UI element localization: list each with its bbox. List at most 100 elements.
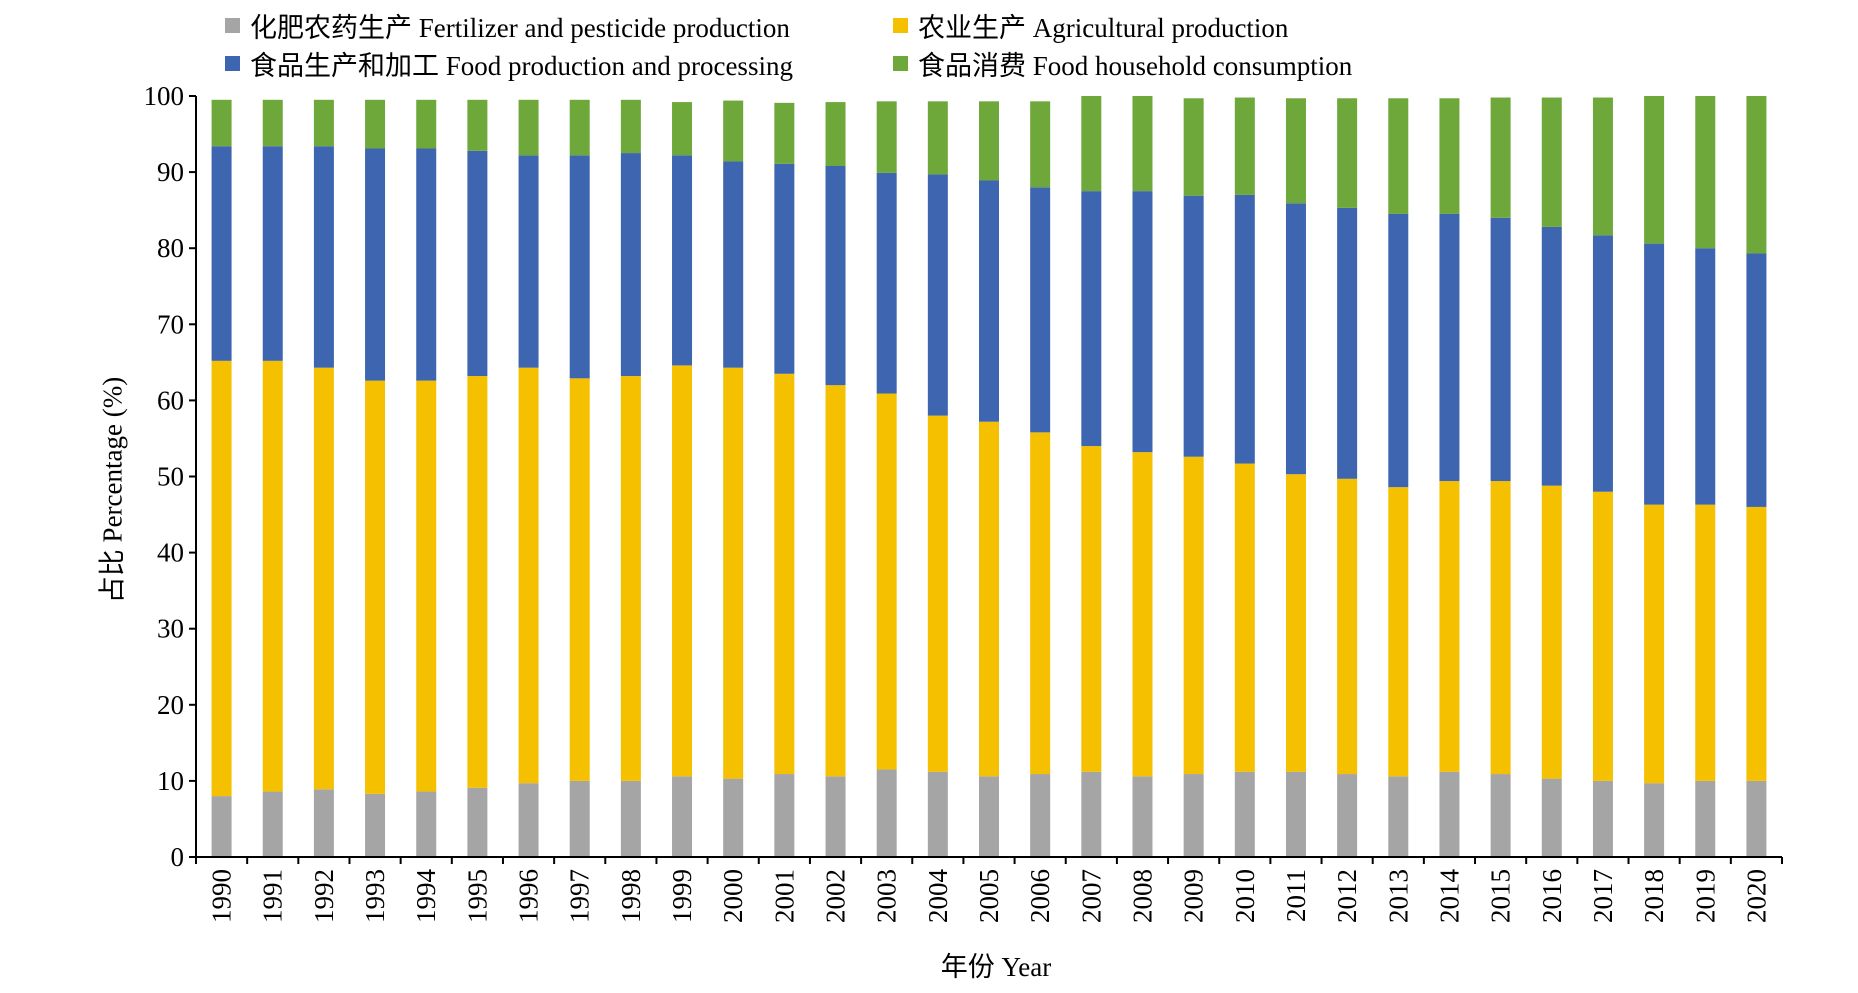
x-tick-label-2018: 2018 bbox=[1639, 869, 1669, 923]
bar-segment-2019-series-2 bbox=[1695, 248, 1716, 505]
bar-segment-2006-series-2 bbox=[1030, 187, 1051, 433]
bar-segment-2012-series-2 bbox=[1337, 207, 1358, 479]
bar-segment-2009-series-3 bbox=[1183, 98, 1204, 196]
bar-segment-1993-series-1 bbox=[365, 380, 386, 794]
bar-segment-2014-series-2 bbox=[1439, 213, 1460, 482]
bar-segment-1997-series-2 bbox=[569, 155, 590, 379]
x-tick-label-2020: 2020 bbox=[1741, 869, 1771, 923]
bar-segment-1999-series-1 bbox=[672, 365, 693, 777]
bar-segment-1997-series-0 bbox=[569, 780, 590, 857]
bar-segment-1998-series-3 bbox=[620, 99, 641, 154]
bar-segment-1999-series-2 bbox=[672, 155, 693, 366]
bar-segment-2017-series-1 bbox=[1592, 491, 1613, 781]
y-tick-label-100: 100 bbox=[144, 81, 185, 111]
bar-segment-2016-series-2 bbox=[1541, 226, 1562, 486]
x-tick-label-1992: 1992 bbox=[309, 869, 339, 923]
bar-segment-2013-series-2 bbox=[1388, 213, 1409, 488]
legend-label-food-processing: 食品生产和加工 Food production and processing bbox=[250, 51, 793, 81]
x-tick-label-2012: 2012 bbox=[1332, 869, 1362, 923]
bar-segment-2014-series-3 bbox=[1439, 98, 1460, 214]
bar-segment-2000-series-2 bbox=[723, 161, 744, 368]
bar-segment-2003-series-1 bbox=[876, 393, 897, 770]
bar-segment-1993-series-2 bbox=[365, 148, 386, 381]
bar-segment-2013-series-1 bbox=[1388, 487, 1409, 777]
x-tick-label-2017: 2017 bbox=[1588, 869, 1618, 923]
x-tick-label-2010: 2010 bbox=[1230, 869, 1260, 923]
bar-segment-2010-series-0 bbox=[1234, 771, 1255, 857]
x-tick-label-2005: 2005 bbox=[974, 869, 1004, 923]
x-tick-label-2006: 2006 bbox=[1025, 869, 1055, 923]
bar-segment-1994-series-1 bbox=[416, 380, 437, 792]
bar-segment-2020-series-3 bbox=[1746, 96, 1767, 254]
bar-segment-2013-series-0 bbox=[1388, 776, 1409, 857]
bar-segment-2018-series-2 bbox=[1644, 243, 1665, 505]
bar-segment-1994-series-0 bbox=[416, 791, 437, 857]
bar-segment-1996-series-3 bbox=[518, 99, 539, 156]
bar-segment-2014-series-0 bbox=[1439, 771, 1460, 857]
bar-segment-1995-series-2 bbox=[467, 150, 488, 377]
bar-segment-2018-series-0 bbox=[1644, 783, 1665, 857]
bar-segment-2015-series-3 bbox=[1490, 97, 1511, 218]
bar-segment-1995-series-0 bbox=[467, 787, 488, 857]
bar-segment-2018-series-1 bbox=[1644, 504, 1665, 784]
bar-segment-2002-series-1 bbox=[825, 385, 846, 777]
bar-segment-1996-series-2 bbox=[518, 155, 539, 368]
bar-segment-2017-series-3 bbox=[1592, 97, 1613, 236]
bar-segment-2013-series-3 bbox=[1388, 98, 1409, 214]
bar-segment-2015-series-0 bbox=[1490, 774, 1511, 857]
legend-swatch-fertilizer bbox=[225, 18, 240, 33]
y-tick-label-90: 90 bbox=[157, 157, 184, 187]
bar-segment-1999-series-3 bbox=[672, 102, 693, 156]
x-tick-label-2008: 2008 bbox=[1127, 869, 1157, 923]
x-tick-label-1996: 1996 bbox=[514, 869, 544, 923]
legend-swatch-household bbox=[893, 56, 908, 71]
bar-segment-2011-series-1 bbox=[1285, 474, 1306, 772]
bar-segment-1990-series-2 bbox=[211, 146, 232, 361]
y-tick-label-30: 30 bbox=[157, 614, 184, 644]
bar-segment-2006-series-0 bbox=[1030, 774, 1051, 857]
bar-segment-2007-series-1 bbox=[1081, 446, 1102, 772]
bar-segment-2020-series-1 bbox=[1746, 506, 1767, 781]
bar-segment-2001-series-2 bbox=[774, 163, 795, 374]
bar-segment-2010-series-1 bbox=[1234, 463, 1255, 772]
bar-segment-1996-series-0 bbox=[518, 783, 539, 857]
bars-group bbox=[211, 96, 1767, 857]
bar-segment-1990-series-1 bbox=[211, 360, 232, 797]
bar-segment-1993-series-0 bbox=[365, 793, 386, 857]
legend-swatch-food-processing bbox=[225, 56, 240, 71]
bar-segment-2004-series-1 bbox=[927, 415, 948, 772]
bar-segment-2010-series-2 bbox=[1234, 194, 1255, 464]
bar-segment-2011-series-0 bbox=[1285, 771, 1306, 857]
bar-segment-2001-series-0 bbox=[774, 774, 795, 857]
bar-segment-1992-series-2 bbox=[313, 146, 334, 368]
bar-segment-2002-series-0 bbox=[825, 776, 846, 857]
bar-segment-2012-series-0 bbox=[1337, 774, 1358, 857]
x-tick-label-2013: 2013 bbox=[1383, 869, 1413, 923]
bar-segment-2014-series-1 bbox=[1439, 481, 1460, 772]
bar-segment-2008-series-1 bbox=[1132, 452, 1153, 777]
bar-segment-1992-series-3 bbox=[313, 99, 334, 147]
x-axis-title: 年份 Year bbox=[940, 952, 1052, 982]
bar-segment-2006-series-3 bbox=[1030, 101, 1051, 188]
bar-segment-2016-series-3 bbox=[1541, 97, 1562, 227]
bar-segment-2005-series-2 bbox=[979, 180, 999, 422]
bar-segment-2010-series-3 bbox=[1234, 97, 1255, 195]
bar-segment-2007-series-0 bbox=[1081, 771, 1102, 857]
bar-segment-2012-series-1 bbox=[1337, 478, 1358, 775]
bar-segment-1998-series-0 bbox=[620, 780, 641, 857]
bar-segment-2005-series-1 bbox=[979, 421, 999, 777]
y-tick-label-50: 50 bbox=[157, 462, 184, 492]
bar-segment-1998-series-2 bbox=[620, 153, 641, 377]
x-tick-label-2011: 2011 bbox=[1281, 869, 1311, 922]
bar-segment-1991-series-0 bbox=[262, 791, 283, 857]
bar-segment-2015-series-2 bbox=[1490, 217, 1511, 482]
bar-segment-2003-series-0 bbox=[876, 769, 897, 857]
bar-segment-1990-series-0 bbox=[211, 796, 232, 857]
bar-segment-1997-series-3 bbox=[569, 99, 590, 156]
x-tick-label-2009: 2009 bbox=[1179, 869, 1209, 923]
bar-segment-1996-series-1 bbox=[518, 367, 539, 784]
x-tick-label-2000: 2000 bbox=[718, 869, 748, 923]
legend-label-agricultural: 农业生产 Agricultural production bbox=[918, 13, 1289, 43]
x-tick-label-1993: 1993 bbox=[360, 869, 390, 923]
